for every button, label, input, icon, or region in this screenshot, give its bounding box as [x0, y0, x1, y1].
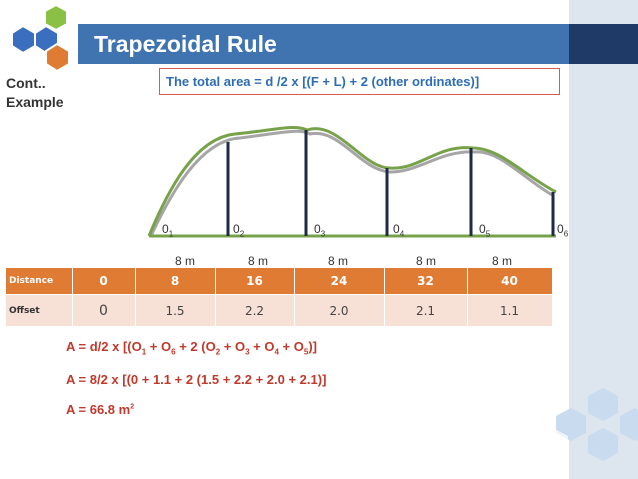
hexagon-pale-icon [556, 408, 586, 441]
hexagon-pale-icon [538, 428, 568, 461]
hexagon-pale-icon [588, 428, 618, 461]
curve-green [147, 125, 557, 237]
offset-header: Offset [6, 294, 73, 326]
ordinate-label-5: 05 [479, 222, 491, 239]
table-cell: 24 [294, 268, 385, 295]
spacing-label: 8 m [248, 254, 269, 268]
distance-header: Distance [6, 268, 73, 295]
table-cell: 8 [135, 268, 216, 295]
equation-3: A = 66.8 m2 [66, 402, 135, 417]
table-cell: 1.1 [467, 294, 553, 326]
curve-gray [149, 129, 555, 237]
distance-row: Distance 0 8 16 24 32 40 [6, 268, 553, 295]
formula-text: The total area = d /2 x [(F + L) + 2 (ot… [166, 74, 480, 89]
table-cell: 32 [384, 268, 468, 295]
table-cell: 1.5 [135, 294, 216, 326]
side-label-line2: Example [6, 94, 64, 110]
header-bar [78, 24, 569, 64]
equation-2: A = 8/2 x [(0 + 1.1 + 2 (1.5 + 2.2 + 2.0… [66, 372, 327, 387]
formula-box [159, 68, 560, 95]
spacing-label: 8 m [328, 254, 349, 268]
equation-1: A = d/2 x [(O1 + O6 + 2 (O2 + O3 + O4 + … [66, 339, 317, 357]
page-title: Trapezoidal Rule [94, 31, 277, 57]
side-label: Cont.. Example [6, 74, 64, 112]
table-cell: 40 [467, 268, 553, 295]
ordinate-label-2: 02 [233, 222, 245, 239]
hexagon-logo-icon [11, 3, 70, 73]
table-cell: 2.2 [215, 294, 295, 326]
offset-row: Offset 0 1.5 2.2 2.0 2.1 1.1 [6, 294, 553, 326]
table-cell: 2.1 [384, 294, 468, 326]
table-cell: 16 [215, 268, 295, 295]
ordinate-label-4: 04 [393, 222, 405, 239]
hexagon-pale-icon [620, 408, 638, 441]
data-table: Distance 0 8 16 24 32 40 Offset 0 1.5 2.… [6, 268, 553, 326]
spacing-label: 8 m [175, 254, 196, 268]
ordinate-label-6: 06 [557, 222, 569, 239]
hexagon-green-icon [44, 3, 68, 32]
ordinate-label-3: 03 [314, 222, 326, 239]
hexagon-pale-icon [588, 388, 618, 421]
header-dark-block [569, 24, 638, 64]
ordinate-label-1: 01 [162, 222, 174, 239]
table-cell: 2.0 [294, 294, 385, 326]
side-label-line1: Cont.. [6, 75, 46, 91]
hexagon-orange-icon [45, 42, 70, 73]
table-cell: 0 [72, 268, 136, 295]
table-cell: 0 [72, 294, 136, 326]
spacing-label: 8 m [416, 254, 437, 268]
spacing-label: 8 m [492, 254, 513, 268]
